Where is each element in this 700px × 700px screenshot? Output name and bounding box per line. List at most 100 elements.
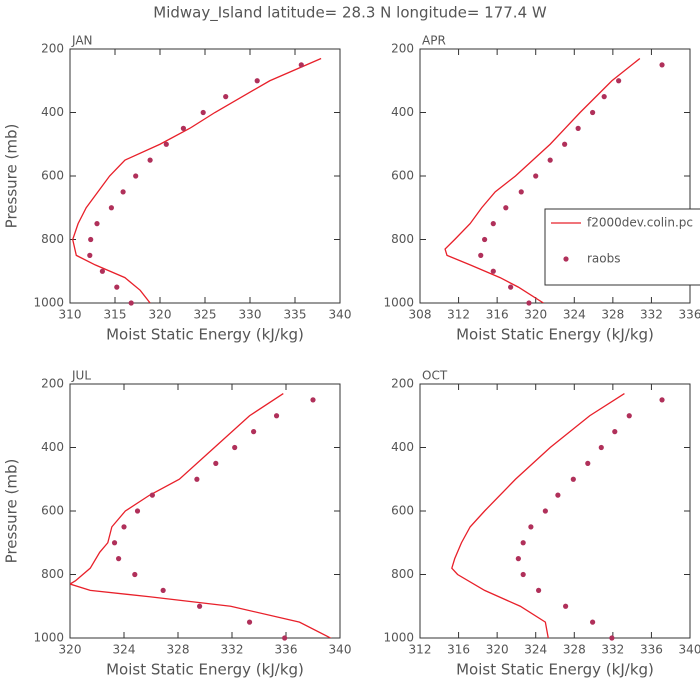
obs-dot <box>246 619 253 625</box>
y-tick-label: 800 <box>391 232 414 246</box>
obs-dot <box>108 205 114 211</box>
obs-dot <box>298 62 304 68</box>
obs-dot <box>254 78 260 84</box>
x-axis-label: Moist Static Energy (kJ/kg) <box>456 326 654 344</box>
profile-line <box>451 392 625 638</box>
obs-dot <box>478 252 484 258</box>
obs-dot <box>563 603 569 609</box>
obs-dot <box>526 300 532 306</box>
obs-dot <box>128 300 134 306</box>
obs-dot <box>251 429 257 435</box>
y-tick-label: 400 <box>41 105 64 119</box>
x-tick-label: 330 <box>239 308 262 322</box>
x-tick-label: 336 <box>640 643 663 657</box>
panel-label: APR <box>422 34 446 48</box>
chart-title: Midway_Island latitude= 28.3 N longitude… <box>153 4 547 23</box>
obs-dot <box>598 444 604 451</box>
x-tick-label: 320 <box>59 643 82 657</box>
obs-dot <box>273 413 280 419</box>
y-tick-label: 600 <box>391 169 414 183</box>
x-tick-label: 340 <box>679 643 700 657</box>
y-tick-label: 800 <box>41 567 64 581</box>
x-tick-label: 328 <box>167 643 190 657</box>
obs-dot <box>147 157 153 163</box>
obs-dot <box>132 571 138 578</box>
x-tick-label: 328 <box>601 308 624 322</box>
obs-dot <box>515 556 521 562</box>
obs-dot <box>585 460 591 466</box>
x-tick-label: 320 <box>486 643 509 657</box>
obs-dot <box>121 524 127 530</box>
obs-dot <box>88 236 94 243</box>
y-tick-label: 800 <box>391 567 414 581</box>
x-tick-label: 320 <box>149 308 172 322</box>
y-tick-label: 1000 <box>33 631 64 645</box>
obs-dot <box>99 268 105 274</box>
obs-dot <box>213 460 219 466</box>
obs-dot <box>616 78 622 84</box>
x-tick-label: 332 <box>221 643 244 657</box>
legend-swatch <box>563 256 569 262</box>
obs-dot <box>223 94 229 100</box>
x-tick-label: 315 <box>104 308 127 322</box>
x-tick-label: 312 <box>447 308 470 322</box>
obs-dot <box>533 173 539 179</box>
obs-dot <box>94 221 100 227</box>
plot-frame <box>69 383 341 639</box>
y-tick-label: 200 <box>41 42 64 56</box>
obs-dot <box>562 141 568 147</box>
x-axis-label: Moist Static Energy (kJ/kg) <box>106 326 304 344</box>
obs-dot <box>518 189 524 195</box>
obs-dot <box>134 508 141 514</box>
x-tick-label: 336 <box>275 643 298 657</box>
x-tick-label: 332 <box>601 643 624 657</box>
obs-dot <box>163 141 169 147</box>
x-tick-label: 324 <box>563 308 586 322</box>
x-tick-label: 325 <box>194 308 217 322</box>
obs-dot <box>149 492 155 498</box>
plot-frame <box>419 383 691 639</box>
profile-line <box>70 392 332 638</box>
y-tick-label: 1000 <box>383 631 414 645</box>
y-tick-label: 600 <box>41 504 64 518</box>
legend-label: raobs <box>587 252 621 266</box>
obs-dot <box>133 173 139 179</box>
obs-dot <box>200 109 206 116</box>
obs-dot <box>180 125 186 131</box>
obs-dot <box>520 571 526 578</box>
x-axis-label: Moist Static Energy (kJ/kg) <box>456 661 654 679</box>
y-tick-label: 200 <box>41 377 64 391</box>
x-tick-label: 320 <box>524 308 547 322</box>
obs-dot <box>310 397 316 403</box>
x-tick-label: 340 <box>329 308 352 322</box>
x-tick-label: 336 <box>679 308 700 322</box>
obs-dot <box>659 62 665 68</box>
obs-dot <box>503 205 509 211</box>
obs-dot <box>116 556 122 562</box>
y-tick-label: 1000 <box>33 296 64 310</box>
obs-dot <box>111 540 118 546</box>
x-axis-label: Moist Static Energy (kJ/kg) <box>106 661 304 679</box>
legend-label: f2000dev.colin.pc <box>587 216 693 230</box>
profile-line <box>72 57 322 303</box>
panel-label: OCT <box>422 369 448 383</box>
obs-dot <box>194 476 200 482</box>
obs-dot <box>490 221 496 227</box>
obs-dot <box>508 284 514 290</box>
obs-dot <box>601 94 607 100</box>
obs-dot <box>160 587 166 593</box>
x-tick-label: 324 <box>524 643 547 657</box>
x-tick-label: 340 <box>329 643 352 657</box>
y-tick-label: 400 <box>391 440 414 454</box>
x-tick-label: 310 <box>59 308 82 322</box>
obs-dot <box>87 252 93 258</box>
obs-dot <box>542 508 548 514</box>
y-tick-label: 1000 <box>383 296 414 310</box>
x-tick-label: 328 <box>563 643 586 657</box>
y-axis-label: Pressure (mb) <box>3 124 21 229</box>
x-tick-label: 312 <box>409 643 432 657</box>
y-axis-label: Pressure (mb) <box>3 459 21 564</box>
obs-dot <box>520 540 526 546</box>
panel-label: JAN <box>71 34 93 48</box>
